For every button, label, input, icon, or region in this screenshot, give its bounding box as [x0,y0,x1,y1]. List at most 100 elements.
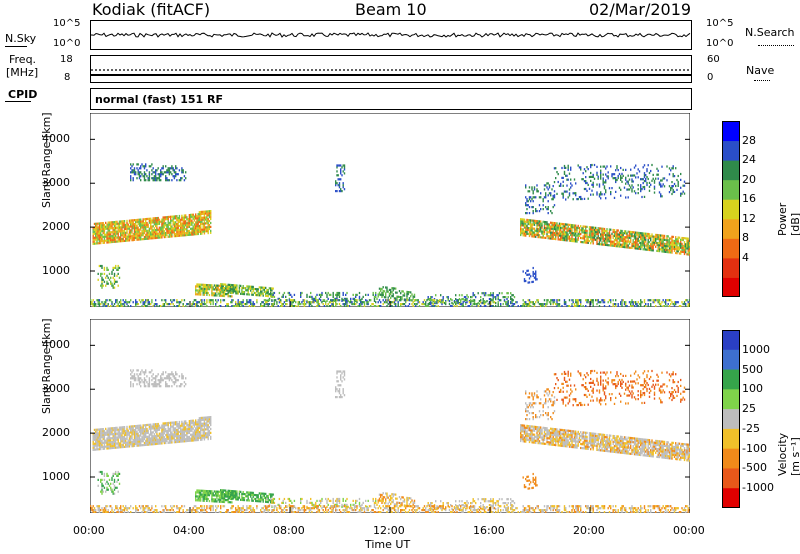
power-echo-cell [682,244,684,248]
power-echo-cell [140,226,142,229]
power-echo-cell [336,297,338,300]
power-echo-cell [480,301,482,304]
power-echo-cell [215,288,217,291]
power-echo-cell [288,293,291,296]
power-echo-cell [533,223,536,226]
power-echo-cell [598,241,601,244]
power-echo-cell [562,236,564,240]
power-echo-cell [125,223,127,227]
velocity-echo-cell [121,446,123,449]
velocity-echo-cell [106,447,108,450]
power-echo-cell [606,240,608,243]
power-echo-cell [220,301,222,304]
power-echo-cell [650,239,652,242]
power-echo-cell [337,293,339,296]
power-echo-cell [108,229,111,232]
power-echo-cell [205,291,207,294]
power-echo-cell [600,175,602,178]
power-echo-cell [215,286,217,289]
power-echo-cell [132,177,134,180]
velocity-echo-cell [196,421,198,424]
power-echo-cell [183,175,186,178]
velocity-echo-cell [158,426,161,429]
power-echo-cell [673,243,676,247]
power-echo-cell [530,223,532,226]
power-echo-cell [243,287,246,290]
power-echo-cell [142,238,144,241]
power-echo-cell [151,235,153,238]
power-echo-cell [590,234,592,237]
velocity-echo-cell [150,423,152,426]
power-echo-cell [686,245,688,248]
power-echo-cell [547,227,549,230]
velocity-echo-cell [190,425,192,428]
power-echo-cell [622,237,624,241]
power-echo-cell [178,224,181,227]
power-echo-cell [647,232,649,236]
power-echo-cell [462,305,464,307]
power-echo-cell [278,299,281,302]
velocity-echo-cell [118,432,121,435]
power-echo-cell [665,248,667,251]
velocity-echo-cell [131,425,133,428]
velocity-echo-cell [102,447,104,450]
power-echo-cell [551,233,553,236]
power-echo-cell [578,196,581,199]
power-echo-cell [656,299,658,302]
power-echo-cell [176,179,178,182]
power-echo-cell [566,184,568,187]
power-echo-cell [123,227,126,231]
power-echo-cell [473,299,476,302]
power-echo-cell [458,294,461,297]
power-echo-cell [493,296,496,299]
power-echo-cell [170,229,172,232]
power-echo-cell [583,180,586,183]
power-echo-cell [211,294,213,297]
power-echo-cell [280,301,282,304]
power-echo-cell [192,229,194,232]
power-echo-cell [610,193,612,196]
power-echo-cell [170,171,172,174]
power-echo-cell [633,235,636,238]
power-echo-cell [161,234,163,237]
velocity-echo-cell [118,446,121,449]
velocity-echo-cell [113,446,116,449]
velocity-echo-cell [193,421,196,424]
power-echo-cell [591,238,593,241]
power-echo-cell [123,222,126,225]
power-echo-cell [157,216,159,220]
power-echo-cell [568,188,571,191]
power-echo-cell [640,190,642,193]
power-echo-cell [188,233,191,236]
power-echo-cell [613,238,616,242]
power-echo-cell [120,226,122,229]
power-echo-cell [247,293,249,296]
power-echo-cell [195,293,197,296]
power-echo-cell [403,292,406,295]
velocity-echo-cell [106,443,108,446]
power-echo-cell [377,301,379,304]
power-echo-cell [162,216,164,219]
power-echo-cell [156,169,158,172]
power-echo-cell [153,221,156,224]
power-echo-cell [550,233,552,236]
power-echo-cell [642,166,644,169]
power-echo-cell [222,286,224,290]
power-echo-cell [556,222,558,225]
velocity-echo-cell [92,432,94,436]
power-echo-cell [460,299,462,302]
power-echo-cell [346,291,348,295]
power-echo-cell [587,197,589,200]
power-echo-cell [202,230,204,233]
velocity-echo-cell [171,425,173,428]
power-echo-cell [165,234,167,237]
power-echo-cell [530,196,532,199]
power-echo-cell [552,196,554,199]
power-echo-cell [513,296,516,299]
power-echo-cell [203,293,206,296]
velocity-echo-cell [155,429,157,432]
power-echo-cell [341,297,343,300]
power-echo-cell [117,238,119,241]
power-echo-cell [405,299,407,302]
velocity-echo-cell [97,444,99,447]
